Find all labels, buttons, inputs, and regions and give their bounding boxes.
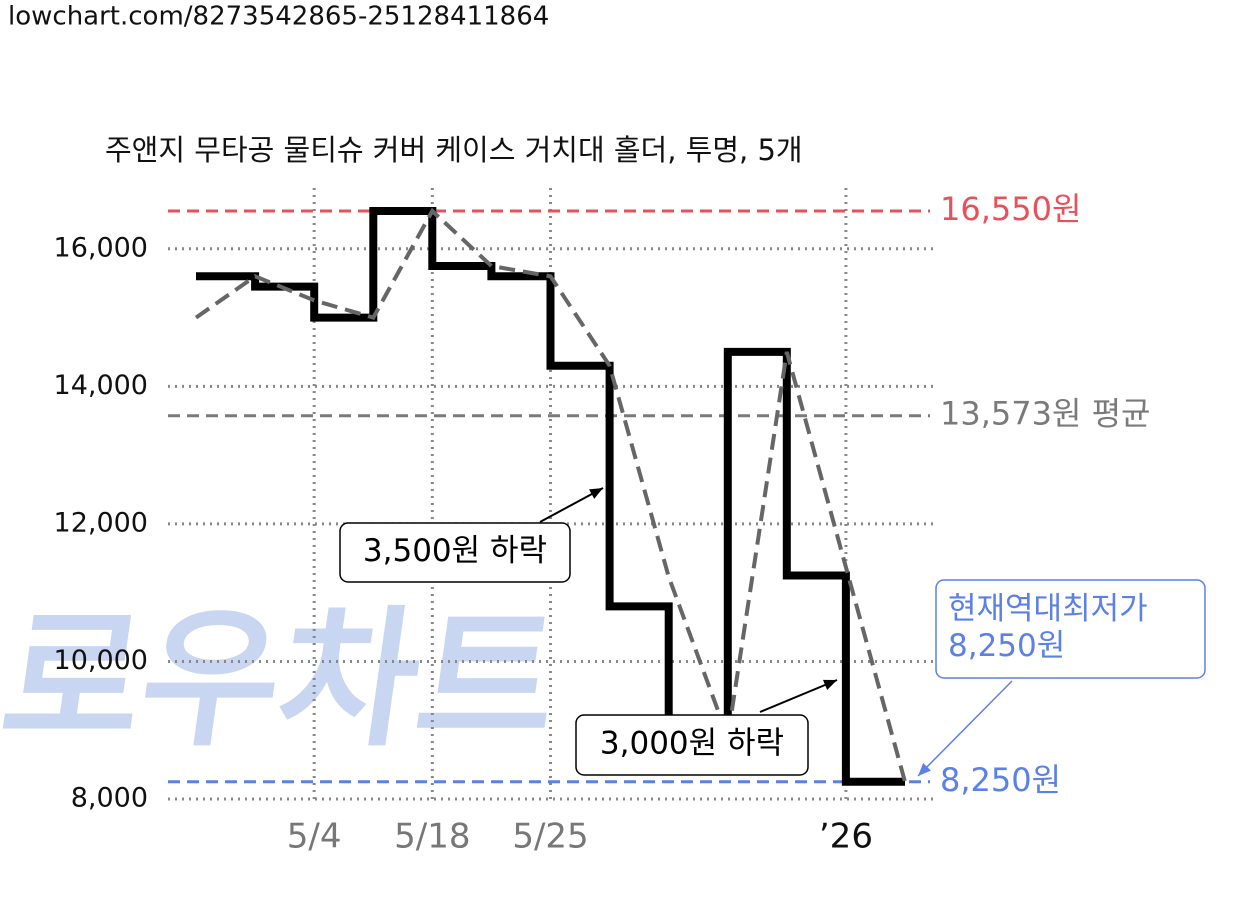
reference-label: 8,250원 <box>940 761 1061 799</box>
annotation-arrow <box>759 679 838 713</box>
x-tick-label: ’26 <box>819 817 873 857</box>
annotation-text: 3,500원 하락 <box>363 533 547 569</box>
x-tick-label: 5/25 <box>512 817 588 857</box>
reference-label: 13,573원 평균 <box>940 395 1150 433</box>
x-tick-label: 5/4 <box>287 817 342 857</box>
y-tick-label: 8,000 <box>71 783 148 814</box>
arrow-head <box>589 488 603 499</box>
annotation-text: 현재역대최저가 <box>948 591 1148 627</box>
y-tick-label: 16,000 <box>54 232 148 263</box>
y-tick-label: 10,000 <box>54 645 148 676</box>
reference-label: 16,550원 <box>940 190 1081 228</box>
x-tick-label: 5/18 <box>394 817 470 857</box>
arrow-head <box>918 762 931 776</box>
annotation: 3,500원 하락 <box>339 487 604 583</box>
arrow-head <box>823 679 837 690</box>
url: lowchart.com/8273542865-25128411864 <box>8 2 549 32</box>
watermark: 로우차트 <box>0 592 569 767</box>
annotation-box <box>575 714 809 776</box>
annotation: 3,000원 하락 <box>575 679 838 776</box>
y-tick-label: 12,000 <box>54 507 148 538</box>
price-line <box>196 207 905 786</box>
annotation-text: 3,000원 하락 <box>600 726 784 762</box>
annotation-arrow <box>917 680 1013 777</box>
y-tick-label: 14,000 <box>54 370 148 401</box>
annotation-box <box>935 579 1206 679</box>
annotation-text: 8,250원 <box>948 628 1065 664</box>
chart-title: 주앤지 무타공 물티슈 커버 케이스 거치대 홀더, 투명, 5개 <box>105 133 803 167</box>
annotation-box <box>339 522 571 583</box>
trend-line <box>194 207 907 783</box>
